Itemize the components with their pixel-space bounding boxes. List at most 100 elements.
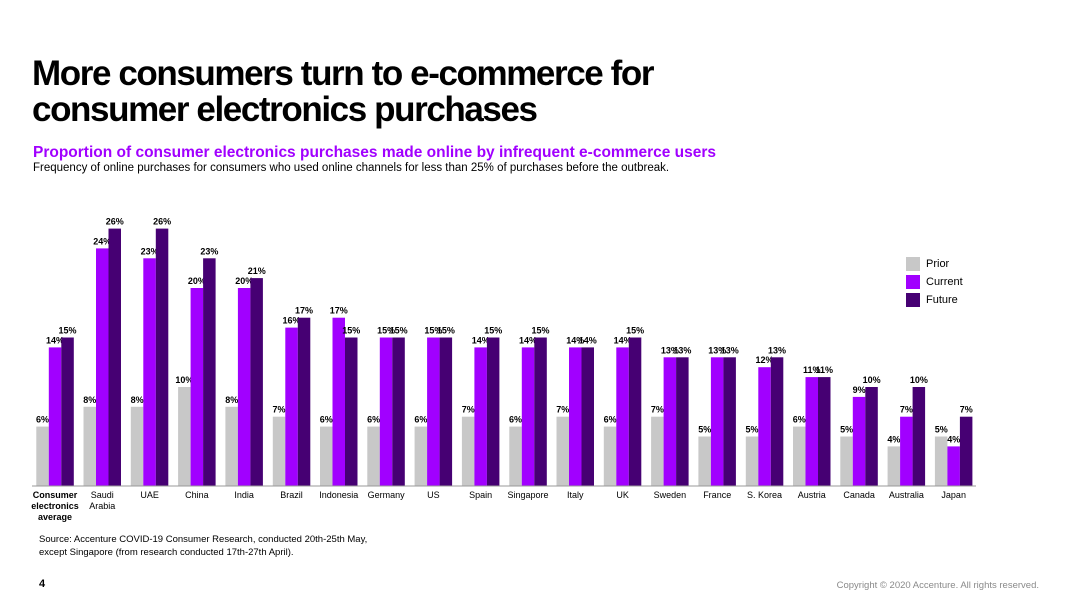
- legend-label-prior: Prior: [926, 258, 950, 270]
- category-label: Saudi Arabia: [89, 490, 115, 511]
- chart-description: Frequency of online purchases for consum…: [33, 162, 670, 174]
- bar-future: [723, 357, 736, 486]
- legend-item-prior: Prior: [906, 255, 963, 273]
- data-label-current: 24%: [93, 236, 111, 246]
- data-label-prior: 6%: [509, 415, 522, 425]
- category-label-line: Arabia: [89, 501, 115, 511]
- data-label-current: 13%: [708, 345, 726, 355]
- title-line-1: More consumers turn to e-commerce for: [32, 54, 655, 93]
- page-title: More consumers turn to e-commerce for co…: [32, 56, 812, 128]
- category-label: Sweden: [654, 490, 687, 500]
- category-label-line: Japan: [941, 490, 966, 500]
- data-label-future: 26%: [153, 217, 171, 227]
- data-label-prior: 5%: [935, 425, 948, 435]
- data-label-current: 16%: [282, 316, 300, 326]
- data-label-future: 14%: [579, 335, 597, 345]
- data-label-future: 13%: [673, 345, 691, 355]
- data-label-prior: 6%: [604, 415, 617, 425]
- bar-future: [581, 347, 594, 486]
- data-label-current: 14%: [46, 335, 64, 345]
- category-label-line: Spain: [469, 490, 492, 500]
- copyright-notice: Copyright © 2020 Accenture. All rights r…: [836, 580, 1039, 591]
- data-label-current: 14%: [566, 335, 584, 345]
- bar-future: [345, 337, 358, 486]
- bar-prior: [225, 406, 238, 486]
- bar-future: [912, 387, 926, 486]
- data-label-current: 15%: [424, 326, 442, 336]
- bar-current: [521, 347, 535, 486]
- category-label: US: [427, 490, 440, 500]
- data-label-current: 13%: [661, 345, 679, 355]
- bar-future: [203, 258, 216, 486]
- bar-prior: [178, 387, 191, 486]
- data-label-future: 26%: [106, 217, 124, 227]
- bar-current: [237, 288, 251, 486]
- bar-current: [143, 258, 156, 486]
- data-label-prior: 8%: [83, 395, 96, 405]
- bar-prior: [320, 426, 333, 486]
- data-label-future: 15%: [531, 326, 549, 336]
- category-label: Australia: [889, 490, 924, 500]
- legend-swatch-current: [906, 275, 920, 289]
- data-label-current: 11%: [803, 365, 821, 375]
- chart-subtitle: Proportion of consumer electronics purch…: [33, 144, 717, 161]
- data-label-future: 13%: [768, 345, 786, 355]
- category-label: Singapore: [507, 490, 548, 500]
- data-label-prior: 6%: [793, 415, 806, 425]
- category-label-line: Canada: [843, 490, 875, 500]
- data-label-prior: 7%: [556, 405, 569, 415]
- legend-label-current: Current: [926, 276, 963, 288]
- bar-current: [947, 446, 960, 486]
- data-label-prior: 5%: [840, 425, 853, 435]
- bar-future: [865, 387, 878, 486]
- category-label: Italy: [567, 490, 584, 500]
- data-label-current: 12%: [755, 355, 773, 365]
- data-label-current: 14%: [614, 335, 632, 345]
- bar-current: [900, 416, 913, 486]
- bar-future: [61, 337, 74, 486]
- data-label-current: 20%: [235, 276, 253, 286]
- chart-legend: Prior Current Future: [906, 255, 963, 309]
- data-label-future: 15%: [484, 326, 502, 336]
- data-label-future: 10%: [863, 375, 881, 385]
- bar-future: [959, 416, 973, 486]
- data-label-prior: 7%: [272, 405, 285, 415]
- bar-future: [250, 278, 263, 486]
- category-label: Brazil: [280, 490, 303, 500]
- data-label-future: 21%: [248, 266, 266, 276]
- category-label: UK: [616, 490, 629, 500]
- legend-label-future: Future: [926, 294, 958, 306]
- bar-current: [805, 377, 818, 486]
- data-label-future: 15%: [390, 326, 408, 336]
- legend-item-future: Future: [906, 291, 963, 309]
- data-label-current: 4%: [947, 434, 960, 444]
- data-label-future: 23%: [200, 246, 218, 256]
- data-label-prior: 6%: [367, 415, 380, 425]
- category-label-line: UAE: [140, 490, 159, 500]
- data-label-future: 15%: [58, 326, 76, 336]
- category-label: S. Korea: [747, 490, 782, 500]
- bar-future: [628, 337, 642, 486]
- bar-prior: [745, 436, 759, 486]
- category-label-line: US: [427, 490, 440, 500]
- category-label: UAE: [140, 490, 159, 500]
- category-label: Japan: [941, 490, 966, 500]
- data-label-current: 20%: [188, 276, 206, 286]
- data-label-prior: 5%: [745, 425, 758, 435]
- category-label-line: Singapore: [507, 490, 548, 500]
- data-label-prior: 4%: [887, 434, 900, 444]
- bar-future: [818, 377, 831, 486]
- bar-prior: [793, 426, 806, 486]
- source-line-1: Source: Accenture COVID-19 Consumer Rese…: [39, 534, 368, 545]
- data-label-prior: 6%: [414, 415, 427, 425]
- bar-prior: [414, 426, 428, 486]
- data-label-current: 7%: [900, 405, 913, 415]
- bar-current: [96, 248, 109, 486]
- bar-prior: [367, 426, 380, 486]
- category-label-line: Italy: [567, 490, 584, 500]
- title-line-2: consumer electronics purchases: [32, 90, 538, 129]
- bar-prior: [603, 426, 617, 486]
- bar-current: [616, 347, 629, 486]
- bar-future: [392, 337, 405, 486]
- bar-current: [758, 367, 771, 486]
